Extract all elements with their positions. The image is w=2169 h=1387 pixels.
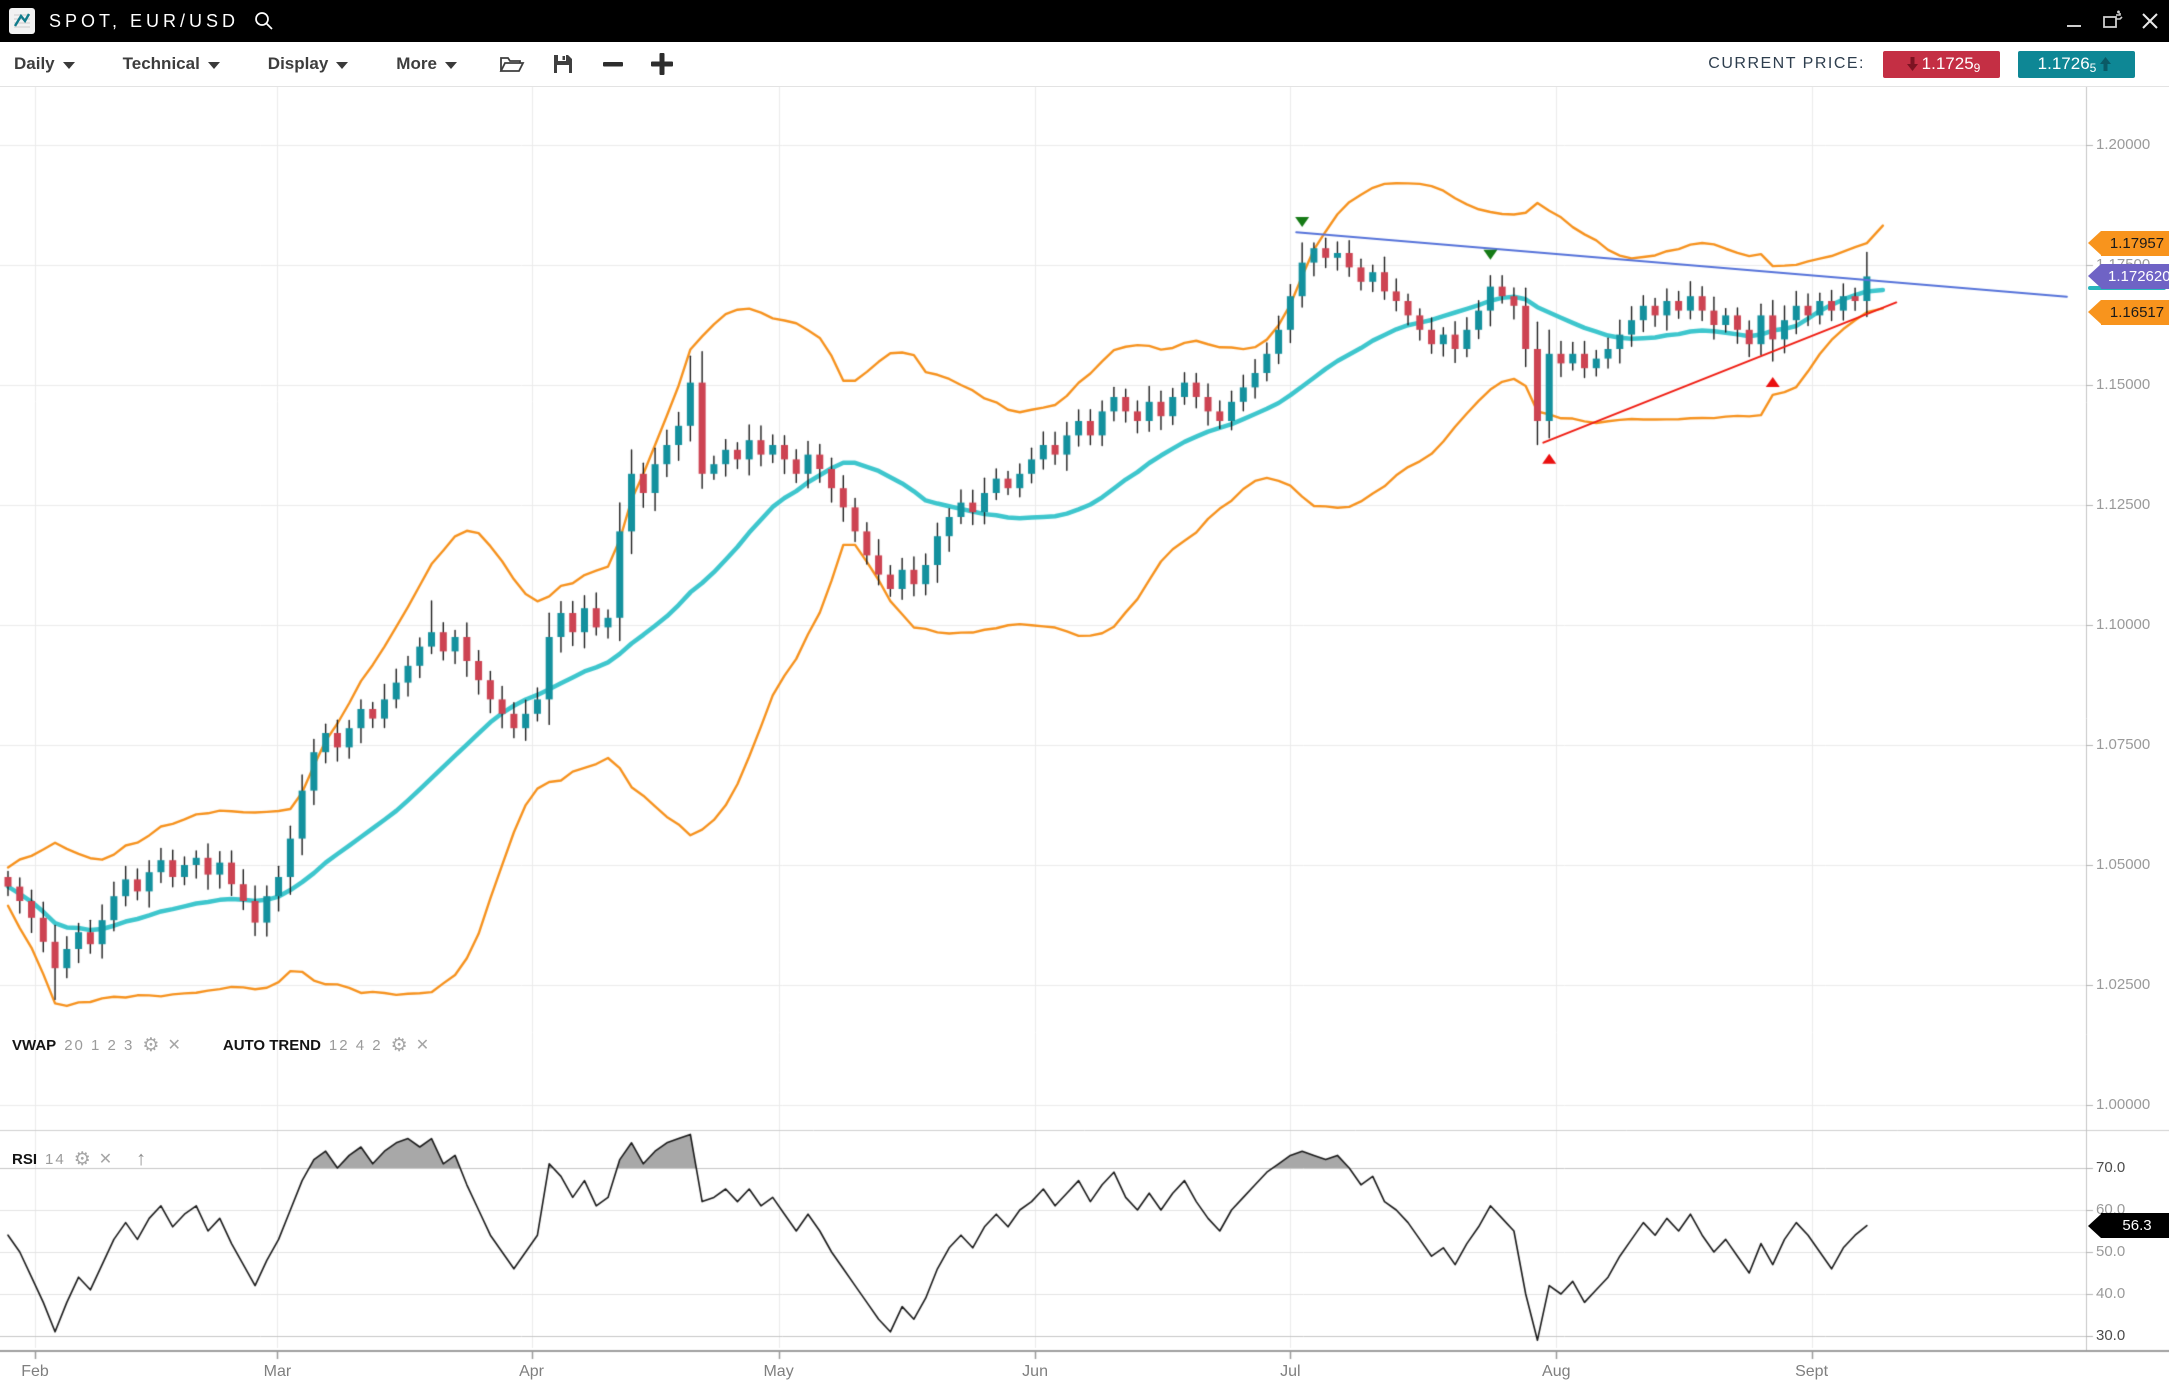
last-price-tag: 1.172620 bbox=[2088, 263, 2169, 289]
auto-trend-indicator-label: AUTO TREND bbox=[222, 1037, 321, 1054]
month-label: Sept bbox=[1795, 1363, 1829, 1380]
rsi-axis-label: 70.0 bbox=[2096, 1159, 2126, 1176]
technical-dropdown[interactable]: Technical bbox=[123, 54, 220, 74]
arrow-up-icon bbox=[2100, 57, 2112, 71]
minimize-button[interactable] bbox=[2063, 10, 2085, 32]
zoom-in-icon[interactable] bbox=[649, 51, 675, 77]
rsi-indicator-label: RSI bbox=[12, 1151, 38, 1168]
month-label: Mar bbox=[263, 1363, 292, 1380]
tag-arrow bbox=[2088, 231, 2101, 256]
close-icon[interactable] bbox=[2139, 10, 2161, 32]
instrument-title: SPOT, EUR/USD bbox=[49, 10, 240, 31]
month-label: May bbox=[763, 1363, 794, 1380]
tag-arrow bbox=[2088, 1213, 2101, 1238]
search-icon[interactable] bbox=[253, 10, 275, 32]
save-icon[interactable] bbox=[551, 52, 575, 76]
display-dropdown-label: Display bbox=[267, 54, 329, 73]
chevron-down-icon bbox=[336, 61, 349, 69]
price-axis-label: 1.15000 bbox=[2096, 376, 2151, 393]
timeframe-dropdown-label: Daily bbox=[14, 54, 55, 73]
arrow-down-icon bbox=[1906, 57, 1918, 71]
rsi-axis-label: 50.0 bbox=[2096, 1243, 2126, 1260]
price-axis-label: 1.10000 bbox=[2096, 616, 2151, 633]
technical-dropdown-label: Technical bbox=[122, 54, 200, 73]
zoom-out-icon[interactable] bbox=[601, 52, 625, 76]
ask-price-sub-digit: 5 bbox=[2089, 60, 2097, 75]
price-axis-label: 1.02500 bbox=[2096, 976, 2151, 993]
price-axis-label: 1.20000 bbox=[2096, 136, 2151, 153]
tag-arrow bbox=[2088, 264, 2101, 289]
rsi-axis-label: 30.0 bbox=[2096, 1327, 2126, 1344]
bid-price-value: 1.1725 bbox=[1921, 54, 1974, 73]
ask-price-value: 1.1726 bbox=[2037, 54, 2090, 73]
gear-icon[interactable]: ⚙ bbox=[142, 1035, 160, 1056]
close-icon[interactable]: ✕ bbox=[98, 1150, 113, 1168]
gear-icon[interactable]: ⚙ bbox=[390, 1035, 408, 1056]
title-bar: SPOT, EUR/USD bbox=[0, 0, 2169, 42]
rsi-axis-label: 40.0 bbox=[2096, 1285, 2126, 1302]
timeframe-dropdown[interactable]: Daily bbox=[14, 54, 75, 74]
gear-icon[interactable]: ⚙ bbox=[73, 1149, 91, 1170]
lower-band-price-tag: 1.16517 bbox=[2088, 299, 2169, 325]
overlay-indicator-legend: VWAP 20 1 2 3 ⚙ ✕ AUTO TREND 12 4 2 ⚙ ✕ bbox=[12, 1036, 429, 1055]
open-folder-icon[interactable] bbox=[499, 53, 525, 75]
more-dropdown-label: More bbox=[396, 54, 437, 73]
bid-price-button[interactable]: 1.1725 9 bbox=[1883, 50, 2000, 78]
chart-toolbar: Daily Technical Display More bbox=[0, 42, 2169, 87]
price-axis-label: 1.00000 bbox=[2096, 1096, 2151, 1113]
month-label: Aug bbox=[1542, 1363, 1571, 1380]
month-label: Apr bbox=[519, 1363, 544, 1380]
close-icon[interactable]: ✕ bbox=[167, 1036, 181, 1054]
popout-button[interactable] bbox=[2101, 10, 2123, 32]
display-dropdown[interactable]: Display bbox=[267, 54, 349, 74]
tag-arrow bbox=[2088, 300, 2101, 325]
last-price-value: 1.172620 bbox=[2101, 263, 2169, 289]
chevron-down-icon bbox=[207, 61, 220, 69]
window-controls bbox=[2063, 0, 2161, 42]
chart-logo-icon bbox=[9, 8, 35, 34]
current-price-label: CURRENT PRICE: bbox=[1708, 55, 1865, 72]
bid-price-sub-digit: 9 bbox=[1973, 60, 1981, 75]
rsi-indicator-params: 14 bbox=[45, 1151, 66, 1168]
month-label: Jun bbox=[1022, 1363, 1048, 1380]
auto-trend-indicator-params: 12 4 2 bbox=[328, 1037, 383, 1054]
price-axis-label: 1.07500 bbox=[2096, 736, 2151, 753]
ask-price-button[interactable]: 1.1726 5 bbox=[2018, 50, 2135, 78]
price-axis-label: 1.12500 bbox=[2096, 496, 2151, 513]
upper-band-price-tag: 1.17957 bbox=[2088, 230, 2169, 256]
chevron-down-icon bbox=[62, 61, 75, 69]
close-icon[interactable]: ✕ bbox=[415, 1036, 430, 1054]
rsi-value-tag: 56.3 bbox=[2088, 1213, 2169, 1239]
upper-band-price-value: 1.17957 bbox=[2101, 230, 2169, 256]
current-price-area: CURRENT PRICE: 1.1725 9 1.1726 5 bbox=[1708, 42, 2135, 86]
rsi-indicator-legend: RSI 14 ⚙ ✕ ↑ bbox=[12, 1148, 146, 1171]
rsi-value: 56.3 bbox=[2101, 1213, 2169, 1239]
collapse-panel-arrow-icon[interactable]: ↑ bbox=[136, 1148, 147, 1170]
month-label: Jul bbox=[1280, 1363, 1301, 1380]
lower-band-price-value: 1.16517 bbox=[2101, 299, 2169, 325]
price-axis-label: 1.05000 bbox=[2096, 856, 2151, 873]
more-dropdown[interactable]: More bbox=[396, 54, 457, 74]
vwap-indicator-params: 20 1 2 3 bbox=[64, 1037, 135, 1054]
chevron-down-icon bbox=[444, 61, 457, 69]
vwap-indicator-label: VWAP bbox=[12, 1037, 57, 1054]
month-label: Feb bbox=[21, 1363, 49, 1380]
